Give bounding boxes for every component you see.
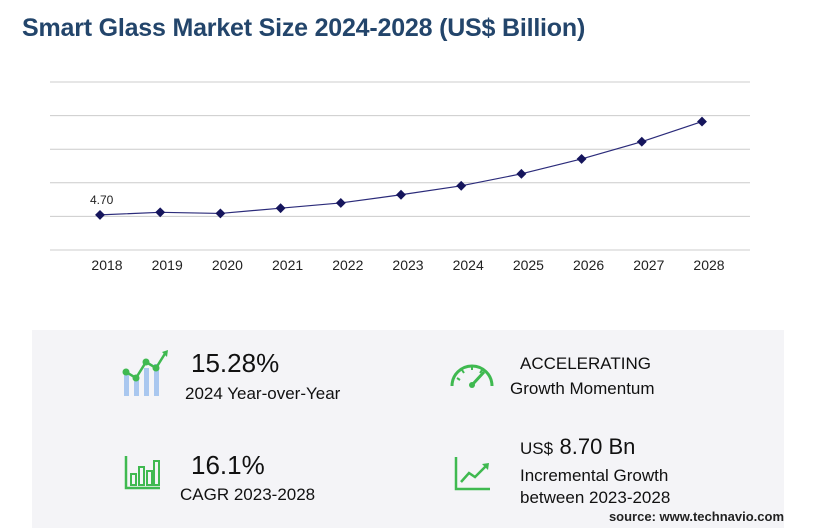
- x-tick-label: 2020: [212, 257, 243, 273]
- x-tick-label: 2025: [513, 257, 544, 273]
- cagr-value: 16.1%: [191, 450, 265, 480]
- cagr-label: CAGR 2023-2028: [180, 485, 316, 504]
- data-point: [456, 180, 467, 191]
- incremental-label-line2: between 2023-2028: [520, 488, 671, 507]
- x-tick-label: 2027: [633, 257, 664, 273]
- data-label: 4.70: [90, 193, 114, 207]
- data-point: [155, 207, 166, 218]
- stats-panel: [32, 330, 784, 528]
- source-note: source: www.technavio.com: [608, 509, 784, 524]
- data-point: [215, 208, 226, 219]
- line-chart: 2018 2019 2020 2021 2022 2023 2024 2025 2026 2027…: [50, 81, 750, 273]
- x-tick-label: 2026: [573, 257, 604, 273]
- x-tick-label: 2022: [332, 257, 363, 273]
- data-point: [335, 198, 346, 208]
- x-tick-label: 2018: [91, 257, 122, 273]
- x-tick-label: 2024: [453, 257, 484, 273]
- data-point: [516, 168, 527, 179]
- series-line: [99, 121, 703, 216]
- incremental-value: US$ 8.70 Bn: [520, 434, 635, 460]
- data-point: [396, 189, 406, 200]
- yoy-label: 2024 Year-over-Year: [185, 384, 341, 403]
- incremental-prefix: US$: [520, 439, 554, 458]
- bar-chart-icon: [124, 456, 160, 490]
- data-labels: 4.70: [90, 193, 114, 207]
- grid-lines: [50, 81, 750, 251]
- growth-bars-icon: [122, 350, 168, 396]
- data-point: [95, 209, 105, 220]
- incremental-label-line1: Incremental Growth: [520, 466, 669, 485]
- x-tick-label: 2028: [693, 257, 724, 273]
- speedometer-icon: [450, 364, 494, 388]
- x-tick-labels: 2018 2019 2020 2021 2022 2023 2024 2025 2026 2027…: [91, 257, 724, 273]
- data-point: [576, 153, 587, 164]
- data-point: [636, 136, 647, 147]
- momentum-value: ACCELERATING: [520, 354, 651, 373]
- data-point: [275, 203, 286, 214]
- x-tick-label: 2019: [152, 257, 183, 273]
- chart-title: Smart Glass Market Size 2024-2028 (US$ B…: [22, 14, 586, 42]
- momentum-label: Growth Momentum: [510, 379, 655, 398]
- series-markers: [95, 116, 707, 220]
- data-point: [697, 116, 707, 127]
- trend-up-icon: [454, 457, 490, 491]
- yoy-value: 15.28%: [191, 348, 280, 378]
- incremental-amount: 8.70 Bn: [559, 434, 636, 459]
- x-tick-label: 2023: [392, 257, 423, 273]
- x-tick-label: 2021: [272, 257, 303, 273]
